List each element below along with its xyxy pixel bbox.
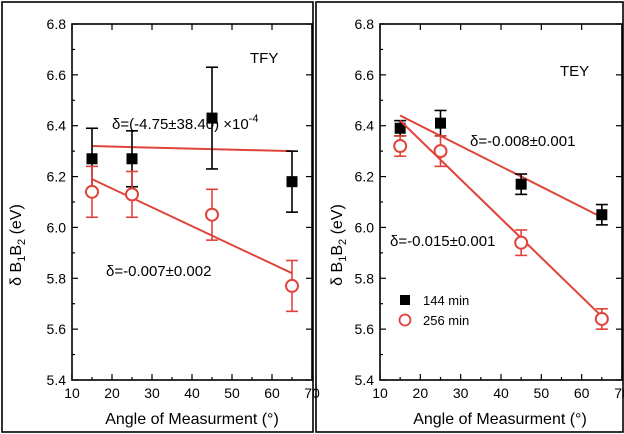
tfy-panel-label: TFY bbox=[250, 50, 278, 67]
tey-y-tick-label: 5.4 bbox=[355, 372, 375, 388]
tfy-point-square bbox=[206, 112, 218, 124]
legend-144-label: 144 min bbox=[423, 293, 469, 308]
tfy-point-square bbox=[286, 176, 298, 188]
legend-256-label: 256 min bbox=[423, 313, 469, 328]
tey-y-tick-label: 6.0 bbox=[355, 219, 375, 235]
tfy-point-square bbox=[126, 153, 138, 165]
tey-panel-border bbox=[315, 1, 624, 433]
tfy-x-tick-label: 60 bbox=[264, 385, 280, 401]
tey-panel: 10 20 30 40 50 60 70 5.4 5.6 5.8 6.0 6.2 6.4 6.6 6.8 A… bbox=[315, 1, 624, 433]
tfy-point-circle bbox=[85, 184, 99, 199]
tfy-x-tick-label: 10 bbox=[64, 385, 80, 401]
tfy-y-axis-title: δ B1B2 (eV) bbox=[8, 204, 28, 286]
tey-y-tick-label: 6.4 bbox=[355, 118, 375, 134]
legend-256-marker bbox=[398, 313, 412, 327]
tey-fit-annotation-2: δ=-0.015±0.001 bbox=[390, 233, 495, 250]
tey-x-tick-label: 50 bbox=[534, 385, 550, 401]
tfy-y-tick-label: 5.8 bbox=[47, 270, 67, 286]
tey-point-square bbox=[435, 117, 446, 129]
tfy-point-circle bbox=[205, 207, 219, 222]
tey-axes: 10 20 30 40 50 60 70 5.4 5.6 5.8 6.0 6.2 6.4 6.6 6.8 bbox=[315, 1, 624, 433]
tey-point-circle bbox=[433, 144, 448, 159]
tfy-fit-line-1 bbox=[91, 178, 293, 275]
tey-fit-annotation-1: δ=-0.008±0.001 bbox=[470, 133, 575, 150]
tey-y-tick-label: 6.6 bbox=[355, 67, 375, 83]
tfy-fit-line-0 bbox=[91, 145, 293, 153]
tfy-point-circle bbox=[125, 187, 139, 202]
tfy-y-tick-label: 5.6 bbox=[47, 321, 67, 337]
tey-fit-line-1 bbox=[399, 119, 603, 318]
tfy-axes: 10 20 30 40 50 60 70 5.4 5.6 5.8 6.0 6.2 6.4 6.6 6.8 bbox=[1, 1, 320, 433]
tey-x-tick-label: 20 bbox=[413, 385, 429, 401]
tfy-y-tick-label: 6.4 bbox=[47, 118, 67, 134]
tey-y-tick-label: 6.2 bbox=[355, 169, 375, 185]
tfy-fit-annotation-2: δ=-0.007±0.002 bbox=[106, 263, 211, 280]
tfy-y-tick-label: 6.6 bbox=[47, 67, 67, 83]
tfy-y-tick-label: 6.2 bbox=[47, 169, 67, 185]
tey-x-tick-label: 30 bbox=[453, 385, 469, 401]
tfy-fit-annotation-1: δ=(-4.75±38.40) ×10-4 bbox=[112, 113, 258, 133]
tfy-point-circle bbox=[285, 278, 299, 293]
tey-y-tick-label: 5.6 bbox=[355, 321, 375, 337]
tfy-x-tick-label: 50 bbox=[224, 385, 240, 401]
tfy-x-tick-label: 40 bbox=[184, 385, 200, 401]
tfy-panel-border bbox=[1, 1, 314, 433]
tey-panel-label: TEY bbox=[560, 63, 589, 80]
tfy-point-square bbox=[86, 153, 98, 165]
legend-144-marker bbox=[400, 295, 410, 305]
tey-y-tick-label: 5.8 bbox=[355, 270, 375, 286]
tfy-x-tick-label: 20 bbox=[104, 385, 120, 401]
tey-x-tick-label: 10 bbox=[372, 385, 388, 401]
tfy-panel: 10 20 30 40 50 60 70 5.4 5.6 5.8 6.0 6.2 6.4 6.6 6.8 A… bbox=[1, 1, 320, 433]
tfy-y-tick-label: 5.4 bbox=[47, 372, 67, 388]
tey-x-tick-label: 70 bbox=[614, 385, 624, 401]
tey-x-tick-label: 60 bbox=[574, 385, 590, 401]
tey-x-tick-label: 40 bbox=[493, 385, 509, 401]
tfy-x-tick-label: 30 bbox=[144, 385, 160, 401]
tey-legend: 144 min 256 min bbox=[398, 293, 469, 328]
tey-point-square bbox=[596, 209, 608, 221]
tey-point-circle bbox=[594, 311, 609, 326]
tfy-x-axis-title: Angle of Measurment (°) bbox=[105, 411, 279, 428]
tey-point-square bbox=[515, 178, 527, 190]
tey-x-axis-title: Angle of Measurment (°) bbox=[413, 411, 587, 428]
tfy-x-tick-label: 70 bbox=[304, 385, 320, 401]
tey-point-circle bbox=[393, 139, 408, 154]
tey-fit-line-0 bbox=[399, 114, 603, 219]
tey-point-square bbox=[394, 122, 406, 134]
tey-y-tick-label: 6.8 bbox=[355, 16, 375, 32]
tfy-y-tick-label: 6.0 bbox=[47, 219, 67, 235]
tey-y-axis-title: δ B1B2 (eV) bbox=[329, 204, 349, 286]
tfy-y-tick-label: 6.8 bbox=[47, 16, 67, 32]
tey-point-circle bbox=[514, 235, 529, 250]
tfy-plot-frame bbox=[71, 23, 313, 381]
